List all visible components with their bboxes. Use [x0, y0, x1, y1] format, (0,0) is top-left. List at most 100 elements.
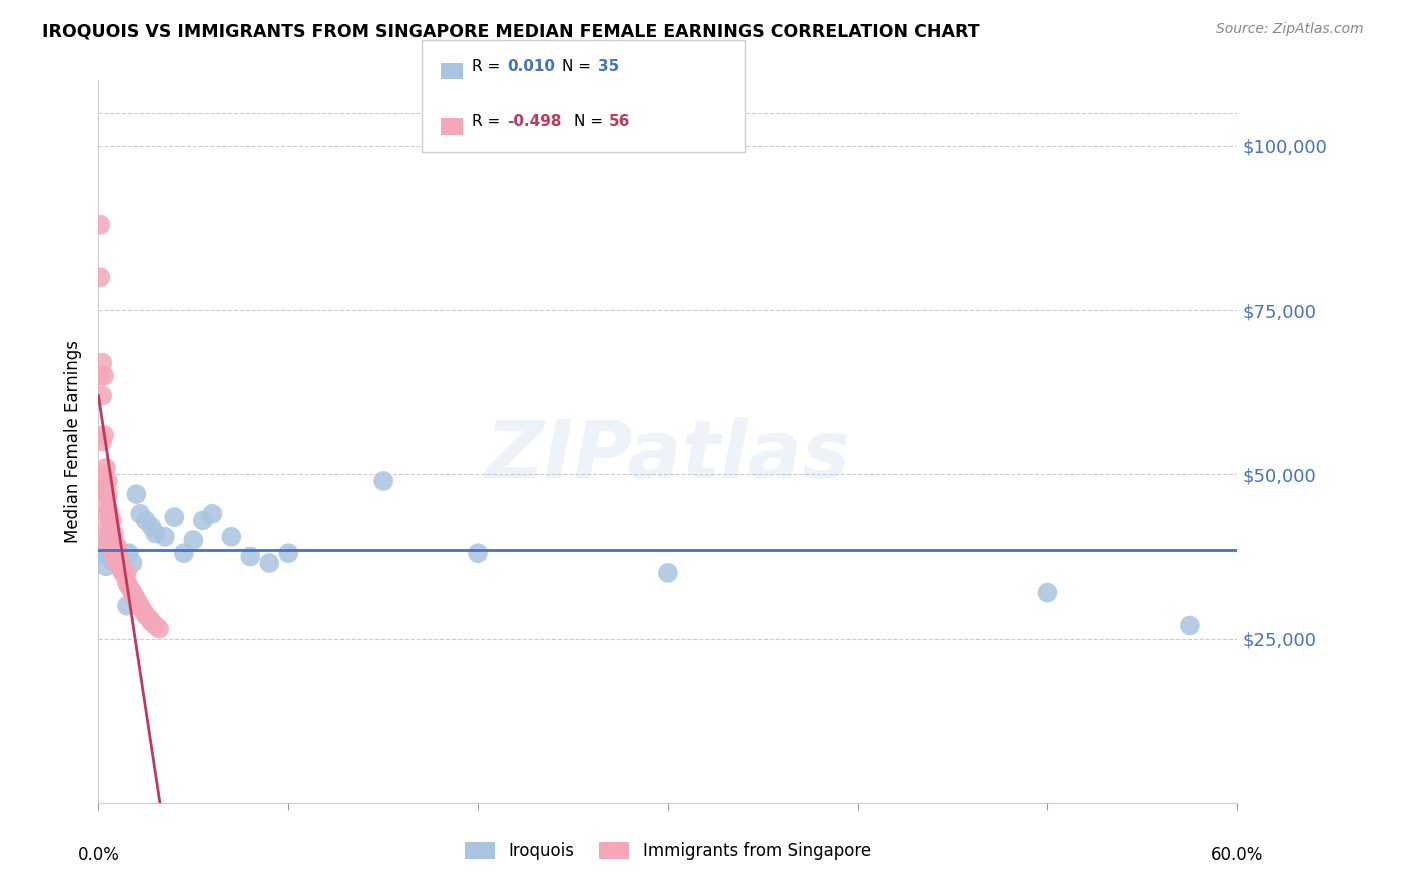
Point [93, 467, 115, 482]
Point [108, 549, 131, 564]
Point [1036, 585, 1059, 599]
Point [141, 520, 163, 534]
Point [138, 612, 160, 626]
Point [107, 546, 129, 560]
Point [191, 513, 214, 527]
Legend: Iroquois, Immigrants from Singapore: Iroquois, Immigrants from Singapore [458, 835, 877, 867]
Point [1178, 618, 1201, 632]
Point [97, 474, 120, 488]
Point [115, 566, 138, 580]
Point [110, 556, 132, 570]
Point [89, 533, 111, 547]
Point [98, 533, 121, 547]
Point [110, 559, 132, 574]
Point [125, 592, 148, 607]
Text: 0.010: 0.010 [508, 59, 555, 74]
Point [104, 546, 127, 560]
Point [221, 530, 243, 544]
Text: -0.498: -0.498 [508, 114, 562, 129]
Point [107, 546, 129, 560]
Point [93, 428, 115, 442]
Point [118, 546, 141, 560]
Text: ZIPatlas: ZIPatlas [485, 417, 851, 495]
Point [97, 549, 120, 564]
Point [97, 487, 120, 501]
Point [108, 559, 131, 574]
Point [89, 270, 111, 285]
Point [239, 549, 262, 564]
Point [148, 622, 170, 636]
Point [153, 530, 176, 544]
Point [103, 542, 125, 557]
Point [121, 585, 143, 599]
Point [108, 553, 131, 567]
Point [124, 589, 146, 603]
Point [114, 569, 136, 583]
Point [100, 553, 122, 567]
Point [107, 540, 129, 554]
Point [94, 460, 117, 475]
Point [135, 513, 157, 527]
Point [131, 602, 153, 616]
Text: N =: N = [562, 59, 596, 74]
Point [107, 553, 129, 567]
Text: 60.0%: 60.0% [1211, 847, 1264, 864]
Point [93, 540, 115, 554]
Point [120, 582, 142, 597]
Point [129, 507, 152, 521]
Text: 0.0%: 0.0% [77, 847, 120, 864]
Point [94, 559, 117, 574]
Point [371, 474, 394, 488]
Point [98, 526, 121, 541]
Point [115, 599, 138, 613]
Text: R =: R = [472, 114, 506, 129]
Point [125, 487, 148, 501]
Point [91, 434, 114, 449]
Point [259, 556, 281, 570]
Point [100, 513, 122, 527]
Point [129, 599, 152, 613]
Point [94, 507, 117, 521]
Point [103, 533, 125, 547]
Point [657, 566, 679, 580]
Point [97, 500, 120, 515]
Point [277, 546, 299, 560]
Text: IROQUOIS VS IMMIGRANTS FROM SINGAPORE MEDIAN FEMALE EARNINGS CORRELATION CHART: IROQUOIS VS IMMIGRANTS FROM SINGAPORE ME… [42, 22, 980, 40]
Point [112, 563, 135, 577]
Point [89, 218, 111, 232]
Point [93, 487, 115, 501]
Text: R =: R = [472, 59, 506, 74]
Point [104, 540, 127, 554]
Point [135, 608, 157, 623]
Point [103, 526, 125, 541]
Point [115, 575, 138, 590]
Point [98, 507, 121, 521]
Point [183, 533, 205, 547]
Point [103, 546, 125, 560]
Point [100, 540, 122, 554]
Point [89, 368, 111, 383]
Text: Source: ZipAtlas.com: Source: ZipAtlas.com [1216, 22, 1364, 37]
Point [201, 507, 224, 521]
Point [127, 595, 149, 609]
Point [145, 526, 167, 541]
Point [97, 520, 120, 534]
Point [98, 526, 121, 541]
Point [100, 526, 122, 541]
Point [145, 618, 167, 632]
Text: 35: 35 [598, 59, 619, 74]
Point [94, 481, 117, 495]
Point [110, 563, 132, 577]
Point [91, 546, 114, 560]
Point [91, 356, 114, 370]
Y-axis label: Median Female Earnings: Median Female Earnings [65, 340, 83, 543]
Point [93, 368, 115, 383]
Point [132, 605, 155, 619]
Text: 56: 56 [609, 114, 630, 129]
Point [467, 546, 489, 560]
Point [141, 615, 163, 630]
Point [104, 540, 127, 554]
Point [121, 556, 143, 570]
Text: N =: N = [574, 114, 607, 129]
Point [104, 553, 127, 567]
